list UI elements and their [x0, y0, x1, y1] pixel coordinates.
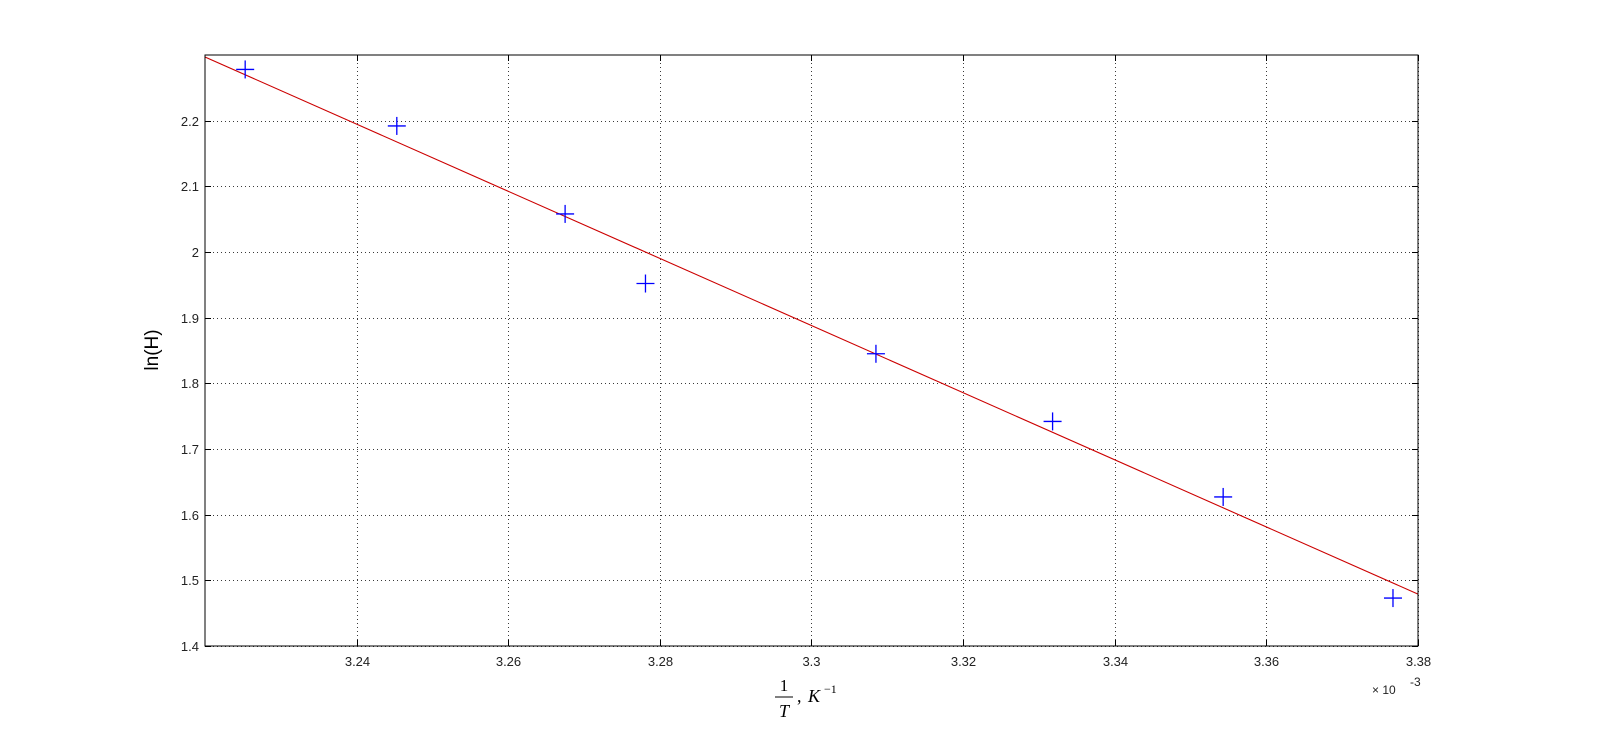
- x-tick-label: 3.32: [951, 654, 976, 669]
- y-tick-label: 2.1: [181, 179, 199, 194]
- y-tick-label: 2.2: [181, 114, 199, 129]
- x-tick-label: 3.24: [345, 654, 370, 669]
- x-axis-label: 1 T , K −1: [775, 676, 837, 721]
- x-tick-label: 3.36: [1254, 654, 1279, 669]
- x-axis-label-numerator: 1: [780, 676, 789, 695]
- x-tick-label: 3.38: [1406, 654, 1431, 669]
- data-point: [866, 344, 885, 363]
- x-axis-label-separator: ,: [797, 686, 802, 706]
- y-axis-label: ln(H): [142, 329, 163, 370]
- data-point: [1214, 487, 1233, 506]
- data-point: [236, 60, 255, 79]
- x-tick-label: 3.34: [1103, 654, 1128, 669]
- y-tick-label: 2: [192, 245, 199, 260]
- x-axis-multiplier-exponent: -3: [1410, 675, 1421, 689]
- data-point: [1383, 589, 1402, 608]
- axis-ticks: [205, 55, 1419, 647]
- y-tick-label: 1.5: [181, 573, 199, 588]
- x-tick-label: 3.26: [496, 654, 521, 669]
- data-point: [556, 204, 575, 223]
- fit-line: [204, 56, 1419, 595]
- y-tick-label: 1.8: [181, 376, 199, 391]
- y-tick-label: 1.6: [181, 508, 199, 523]
- y-tick-label: 1.7: [181, 442, 199, 457]
- x-axis-label-unit-exponent: −1: [824, 682, 837, 696]
- x-tick-label: 3.3: [802, 654, 820, 669]
- x-axis-label-unit: K: [807, 686, 821, 706]
- y-tick-labels: 1.4 1.5 1.6 1.7 1.8 1.9 2 2.1 2.2: [181, 114, 199, 654]
- x-tick-label: 3.28: [648, 654, 673, 669]
- fit-line-layer: [204, 56, 1419, 595]
- data-markers: [236, 60, 1402, 608]
- data-point: [387, 116, 406, 135]
- y-tick-label: 1.4: [181, 639, 199, 654]
- x-axis-multiplier: × 10: [1372, 683, 1396, 697]
- y-tick-label: 1.9: [181, 311, 199, 326]
- x-tick-labels: 3.24 3.26 3.28 3.3 3.32 3.34 3.36 3.38: [345, 654, 1431, 669]
- data-point: [1043, 412, 1062, 431]
- data-point: [636, 274, 655, 293]
- x-axis-label-denominator: T: [779, 701, 791, 721]
